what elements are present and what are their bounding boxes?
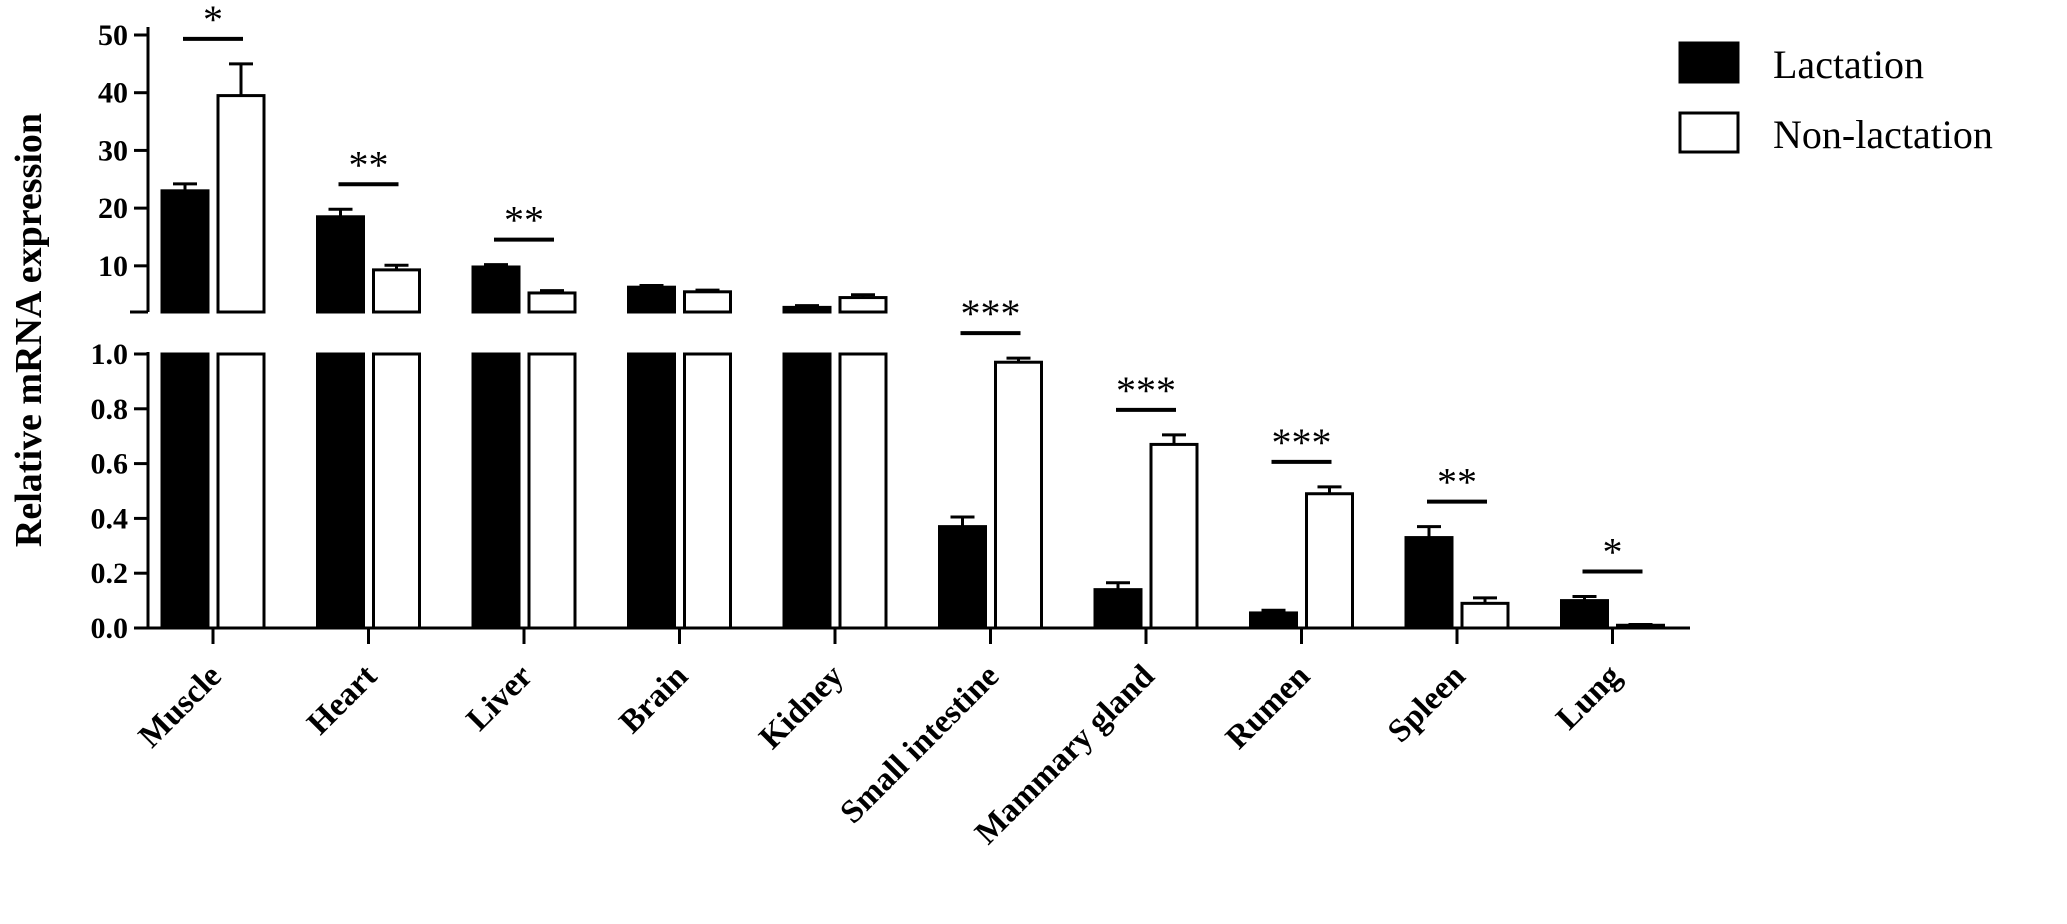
lactation-bar-rumen [1249, 611, 1298, 630]
x-tick-label-lung: Lung [1550, 658, 1629, 737]
y-tick-label: 50 [98, 19, 128, 52]
lactation-bar-muscle-lower [160, 352, 210, 630]
non-lactation-bar-mammary-gland [1149, 442, 1199, 630]
significance-label: *** [961, 291, 1021, 336]
y-axis-label: Relative mRNA expression [8, 113, 50, 547]
significance-label: * [203, 0, 223, 42]
x-tick-label-heart: Heart [300, 658, 384, 742]
y-tick-label: 1.0 [91, 338, 129, 371]
non-lactation-bar-brain-upper [683, 290, 732, 314]
x-tick-label-liver: Liver [460, 658, 540, 738]
y-tick-label: 0.4 [91, 502, 129, 535]
x-tick-label-spleen: Spleen [1381, 658, 1473, 750]
lactation-bar-spleen [1404, 536, 1454, 630]
non-lactation-bar-spleen [1460, 601, 1510, 630]
significance-label: ** [349, 142, 389, 187]
y-tick-label: 0.2 [91, 557, 129, 590]
lactation-bar-brain-lower [627, 352, 676, 630]
lactation-bar-kidney-upper [782, 305, 832, 314]
non-lactation-bar-muscle-upper [216, 94, 266, 314]
non-lactation-bar-heart-upper [372, 268, 421, 314]
significance-label: * [1603, 529, 1623, 574]
lactation-bar-liver-upper [471, 265, 521, 314]
non-lactation-bar-rumen [1305, 492, 1354, 630]
lactation-bar-mammary-gland [1093, 588, 1143, 630]
y-tick-label: 0.0 [91, 612, 129, 645]
legend-label-non-lactation: Non-lactation [1773, 112, 1993, 157]
y-tick-label: 10 [98, 250, 128, 283]
x-tick-label-rumen: Rumen [1219, 658, 1317, 756]
lactation-bar-kidney-lower [782, 352, 832, 630]
non-lactation-bar-heart-lower [372, 352, 421, 630]
x-tick-label-small-intestine: Small intestine [834, 658, 1007, 831]
significance-label: ** [1437, 460, 1477, 505]
non-lactation-bar-liver-lower [527, 352, 577, 630]
non-lactation-bar-liver-upper [527, 291, 577, 314]
lactation-bar-liver-lower [471, 352, 521, 630]
legend-swatch-lactation [1678, 41, 1740, 84]
non-lactation-bar-muscle-lower [216, 352, 266, 630]
significance-label: *** [1116, 368, 1176, 413]
non-lactation-bar-brain-lower [683, 352, 732, 630]
lactation-bar-lung [1560, 599, 1609, 630]
legend: Lactation Non-lactation [1678, 41, 1993, 157]
x-tick-label-kidney: Kidney [753, 658, 851, 756]
lactation-bar-heart-lower [316, 352, 365, 630]
y-tick-label: 20 [98, 192, 128, 225]
y-tick-label: 40 [98, 77, 128, 110]
y-tick-label: 0.8 [91, 393, 129, 426]
lactation-bar-brain-upper [627, 285, 676, 314]
x-tick-label-brain: Brain [613, 658, 696, 741]
non-lactation-bar-kidney-lower [838, 352, 888, 630]
bars [160, 62, 1665, 630]
x-tick-label-muscle: Muscle [132, 658, 229, 755]
lactation-bar-small-intestine [938, 525, 987, 630]
significance-label: *** [1272, 420, 1332, 465]
significance-label: ** [504, 198, 544, 243]
legend-label-lactation: Lactation [1773, 42, 1924, 87]
y-axis: 0.0 0.2 0.4 0.6 0.8 1.0 10 20 30 40 50 [91, 19, 150, 645]
y-tick-label: 0.6 [91, 448, 129, 481]
y-tick-label: 30 [98, 134, 128, 167]
non-lactation-bar-kidney-upper [838, 296, 888, 314]
lactation-bar-muscle-upper [160, 189, 210, 314]
lactation-bar-heart-upper [316, 215, 365, 314]
legend-swatch-non-lactation [1678, 111, 1740, 154]
significance-markers: ***************** [183, 0, 1643, 574]
non-lactation-bar-small-intestine [994, 360, 1043, 630]
